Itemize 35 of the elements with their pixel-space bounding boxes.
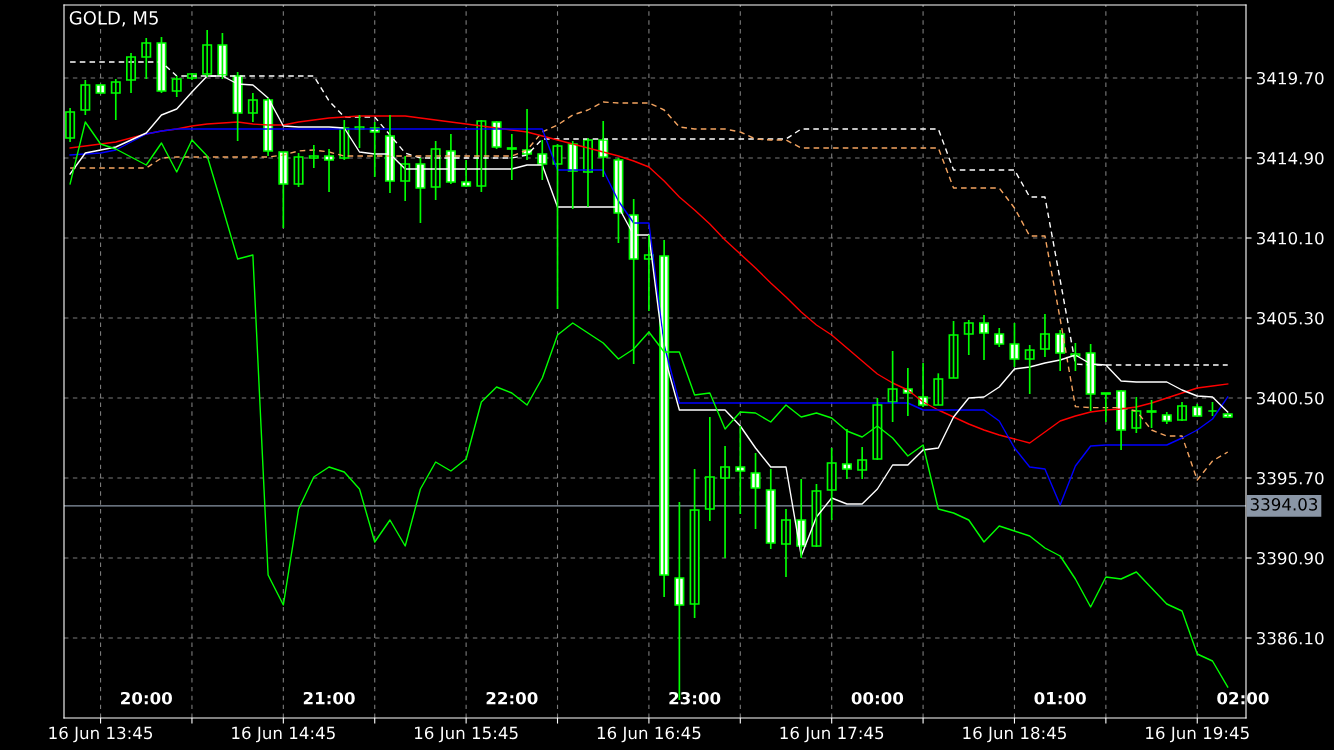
x-tick-label: 16 Jun 18:45 [963, 726, 1066, 743]
x2-tick-label: 23:00 [669, 691, 721, 705]
candlestick [1009, 322, 1020, 368]
y-tick-label: 3419.70 [1256, 71, 1324, 85]
candlestick [689, 468, 700, 619]
candlestick [293, 152, 304, 188]
y-tick-label: 3405.30 [1256, 311, 1324, 325]
candlestick [308, 144, 319, 169]
x2-tick-label: 22:00 [486, 691, 538, 705]
candlestick [1100, 392, 1111, 423]
x-tick-label: 16 Jun 15:45 [415, 726, 518, 743]
x-tick-label: 16 Jun 13:45 [49, 726, 153, 743]
x2-tick-label: 01:00 [1034, 691, 1086, 705]
x-tick-label: 16 Jun 19:45 [1146, 726, 1249, 743]
x2-tick-label: 20:00 [121, 691, 172, 705]
y-tick-label: 3390.90 [1256, 551, 1324, 565]
line-series [69, 121, 1229, 688]
y-tick-label: 3414.90 [1256, 151, 1324, 165]
chart-title: GOLD, M5 [69, 11, 158, 27]
candlestick [552, 143, 563, 310]
y-tick-label: 3386.10 [1256, 631, 1324, 645]
candlestick [278, 151, 289, 229]
x-tick-label: 16 Jun 16:45 [597, 726, 701, 743]
candlestick [1146, 399, 1157, 429]
x2-tick-label: 21:00 [303, 691, 355, 705]
candlestick [506, 133, 517, 181]
ref-line-label: 3394.03 [1250, 498, 1318, 511]
x-tick-label: 16 Jun 14:45 [232, 726, 335, 743]
candlestick [750, 452, 761, 530]
y-tick-label: 3410.10 [1256, 231, 1324, 245]
x2-tick-label: 00:00 [851, 691, 904, 705]
candlestick [948, 320, 959, 379]
y-tick-label: 3395.70 [1256, 471, 1324, 485]
x-tick-label: 16 Jun 17:45 [780, 726, 884, 743]
y-tick-label: 3400.50 [1256, 391, 1324, 405]
